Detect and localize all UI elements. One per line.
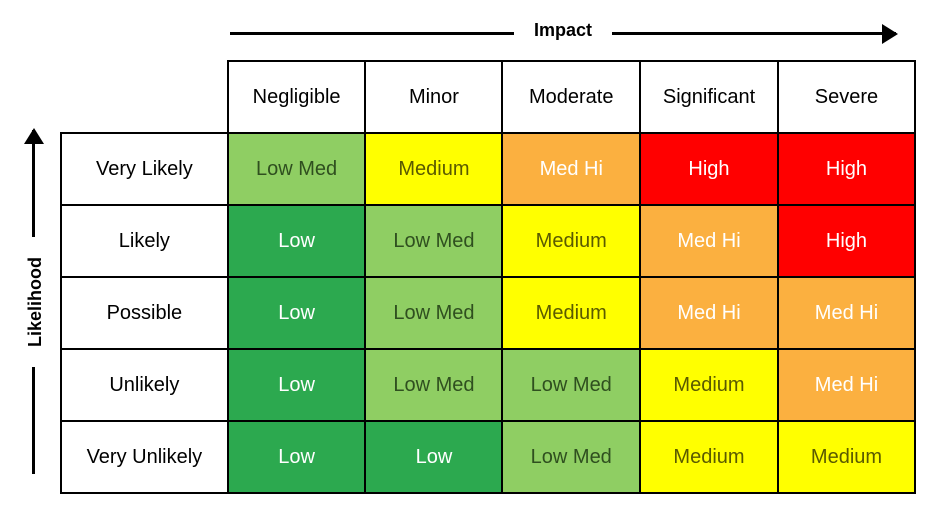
matrix-row: PossibleLowLow MedMediumMed HiMed Hi — [61, 277, 915, 349]
risk-cell: Low Med — [228, 133, 366, 205]
likelihood-arrow-head — [24, 128, 44, 144]
impact-axis: Impact — [230, 20, 896, 41]
matrix-row: LikelyLowLow MedMediumMed HiHigh — [61, 205, 915, 277]
row-header: Likely — [61, 205, 228, 277]
risk-cell: Med Hi — [640, 277, 778, 349]
matrix-row: UnlikelyLowLow MedLow MedMediumMed Hi — [61, 349, 915, 421]
col-header: Negligible — [228, 61, 366, 133]
col-header: Severe — [778, 61, 915, 133]
risk-cell: Low Med — [502, 421, 640, 493]
risk-cell: Low — [228, 277, 366, 349]
risk-cell: Med Hi — [778, 277, 915, 349]
risk-cell: Low — [228, 349, 366, 421]
risk-cell: Low — [228, 205, 366, 277]
risk-cell: Low — [228, 421, 366, 493]
col-header: Minor — [365, 61, 502, 133]
risk-cell: Medium — [502, 277, 640, 349]
risk-cell: Medium — [502, 205, 640, 277]
risk-cell: High — [640, 133, 778, 205]
row-header: Possible — [61, 277, 228, 349]
row-header: Very Unlikely — [61, 421, 228, 493]
risk-matrix-table: Negligible Minor Moderate Significant Se… — [60, 60, 916, 494]
risk-cell: Medium — [365, 133, 502, 205]
risk-cell: Medium — [640, 349, 778, 421]
col-header: Moderate — [502, 61, 640, 133]
risk-cell: Med Hi — [640, 205, 778, 277]
impact-axis-label: Impact — [514, 20, 612, 41]
risk-cell: Low Med — [365, 205, 502, 277]
row-header: Unlikely — [61, 349, 228, 421]
risk-cell: Medium — [640, 421, 778, 493]
risk-cell: Medium — [778, 421, 915, 493]
risk-cell: Low Med — [365, 277, 502, 349]
risk-cell: Low Med — [365, 349, 502, 421]
matrix-body: Very LikelyLow MedMediumMed HiHighHighLi… — [61, 133, 915, 493]
likelihood-axis: Likelihood — [20, 130, 50, 474]
risk-matrix-container: Impact Likelihood Negligible Minor Moder… — [20, 20, 916, 494]
risk-cell: High — [778, 205, 915, 277]
risk-cell: High — [778, 133, 915, 205]
impact-arrow-head — [882, 24, 898, 44]
matrix-row: Very UnlikelyLowLowLow MedMediumMedium — [61, 421, 915, 493]
matrix-row: Very LikelyLow MedMediumMed HiHighHigh — [61, 133, 915, 205]
risk-cell: Low — [365, 421, 502, 493]
corner-cell — [61, 61, 228, 133]
likelihood-axis-label: Likelihood — [25, 237, 46, 367]
risk-cell: Low Med — [502, 349, 640, 421]
risk-cell: Med Hi — [502, 133, 640, 205]
risk-cell: Med Hi — [778, 349, 915, 421]
row-header: Very Likely — [61, 133, 228, 205]
col-header: Significant — [640, 61, 778, 133]
